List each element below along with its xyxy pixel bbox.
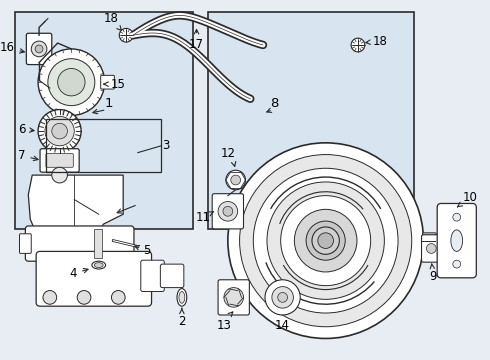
- Text: 2: 2: [178, 315, 186, 328]
- Circle shape: [119, 28, 133, 42]
- Circle shape: [272, 287, 294, 308]
- Bar: [15, 12, 193, 229]
- Circle shape: [35, 45, 43, 53]
- Ellipse shape: [177, 289, 187, 306]
- Circle shape: [223, 206, 233, 216]
- FancyBboxPatch shape: [46, 154, 74, 167]
- Text: 4: 4: [70, 267, 88, 280]
- FancyBboxPatch shape: [437, 203, 476, 278]
- Circle shape: [318, 233, 334, 248]
- FancyBboxPatch shape: [40, 149, 79, 172]
- FancyBboxPatch shape: [26, 33, 52, 64]
- Text: 18: 18: [103, 12, 122, 31]
- Text: 18: 18: [366, 35, 388, 48]
- Circle shape: [253, 168, 398, 313]
- Text: 5: 5: [135, 244, 150, 257]
- Text: 11: 11: [195, 211, 213, 224]
- Text: 12: 12: [220, 148, 235, 161]
- Circle shape: [351, 38, 365, 52]
- FancyBboxPatch shape: [25, 226, 134, 261]
- Text: 13: 13: [217, 319, 231, 332]
- Circle shape: [48, 59, 95, 105]
- Bar: [208, 12, 414, 229]
- Circle shape: [231, 175, 241, 185]
- Circle shape: [228, 143, 423, 338]
- FancyBboxPatch shape: [160, 264, 184, 288]
- Text: 3: 3: [162, 139, 170, 152]
- Circle shape: [453, 213, 461, 221]
- Circle shape: [312, 227, 340, 255]
- FancyBboxPatch shape: [36, 251, 151, 306]
- Ellipse shape: [451, 230, 463, 251]
- Circle shape: [31, 41, 47, 57]
- Circle shape: [38, 49, 104, 116]
- Text: 9: 9: [430, 264, 437, 283]
- Circle shape: [265, 280, 300, 315]
- Circle shape: [77, 291, 91, 304]
- FancyBboxPatch shape: [421, 235, 441, 262]
- Text: 1: 1: [104, 96, 113, 109]
- Ellipse shape: [179, 292, 185, 303]
- Circle shape: [52, 167, 68, 183]
- FancyBboxPatch shape: [100, 75, 114, 89]
- Circle shape: [240, 154, 412, 327]
- Circle shape: [38, 109, 81, 153]
- Circle shape: [58, 68, 85, 96]
- FancyBboxPatch shape: [422, 233, 436, 248]
- Ellipse shape: [92, 261, 105, 269]
- Bar: [94, 229, 101, 258]
- Circle shape: [224, 288, 244, 307]
- FancyBboxPatch shape: [218, 280, 249, 315]
- Circle shape: [281, 195, 370, 285]
- Text: 17: 17: [189, 30, 204, 51]
- Circle shape: [294, 210, 357, 272]
- Circle shape: [267, 182, 384, 299]
- Text: 15: 15: [104, 78, 125, 91]
- Text: 14: 14: [275, 319, 290, 332]
- Text: 6: 6: [18, 123, 34, 136]
- Circle shape: [226, 170, 245, 190]
- Circle shape: [453, 260, 461, 268]
- Circle shape: [111, 291, 125, 304]
- Text: 16: 16: [0, 41, 24, 54]
- Text: 7: 7: [18, 149, 38, 162]
- FancyBboxPatch shape: [20, 234, 31, 253]
- Circle shape: [306, 221, 345, 260]
- Circle shape: [43, 291, 57, 304]
- Ellipse shape: [95, 263, 103, 267]
- Circle shape: [45, 116, 74, 146]
- Circle shape: [426, 244, 436, 253]
- Bar: [46, 120, 161, 172]
- Text: 10: 10: [457, 191, 477, 207]
- Polygon shape: [28, 175, 123, 231]
- Circle shape: [52, 123, 68, 139]
- Circle shape: [278, 292, 288, 302]
- Circle shape: [218, 202, 238, 221]
- FancyBboxPatch shape: [212, 194, 244, 229]
- Text: 8: 8: [270, 96, 279, 109]
- FancyBboxPatch shape: [141, 260, 164, 292]
